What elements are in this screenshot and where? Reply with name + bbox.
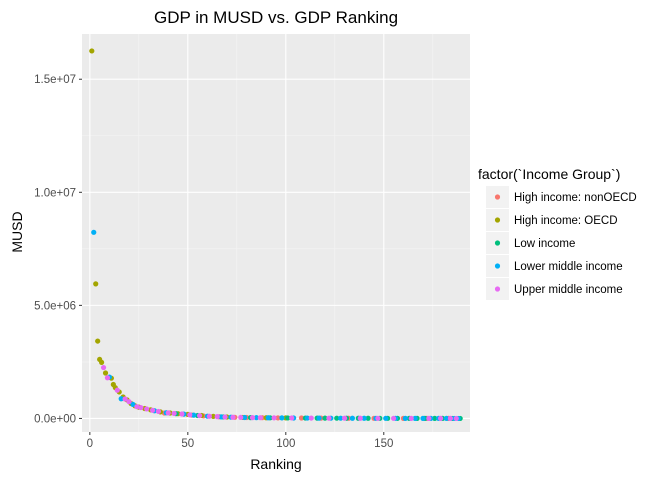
- data-point: [271, 415, 277, 421]
- legend-key-point: [494, 263, 501, 269]
- data-point: [93, 281, 99, 287]
- data-point: [218, 414, 224, 420]
- y-tick-label: 1.5e+07: [34, 74, 76, 86]
- data-point: [100, 364, 107, 371]
- data-point: [402, 415, 408, 421]
- data-point: [230, 414, 236, 420]
- y-axis: 0.0e+00 5.0e+06 1.0e+07 1.5e+07: [34, 74, 82, 425]
- data-point: [426, 415, 432, 421]
- data-point: [114, 387, 120, 393]
- legend-key-point: [494, 217, 501, 223]
- y-tick-label: 0.0e+00: [34, 413, 76, 425]
- data-point: [99, 359, 105, 365]
- data-point: [253, 415, 259, 421]
- legend-key-point: [494, 286, 501, 292]
- data-point: [257, 415, 263, 421]
- data-point: [165, 410, 171, 416]
- data-point: [412, 415, 418, 421]
- data-point: [126, 399, 132, 405]
- data-point: [214, 414, 220, 420]
- x-axis: 0 50 100 150: [87, 432, 393, 450]
- data-point: [326, 415, 332, 421]
- data-point: [187, 412, 193, 418]
- x-tick-label: 150: [374, 438, 393, 450]
- data-point: [95, 338, 101, 344]
- data-point: [249, 415, 256, 421]
- data-point: [316, 415, 322, 421]
- data-points: [89, 48, 463, 422]
- data-point: [102, 370, 109, 376]
- data-point: [206, 413, 212, 419]
- data-point: [144, 406, 150, 412]
- data-point: [210, 413, 216, 419]
- data-point: [285, 415, 291, 421]
- data-point: [89, 48, 95, 54]
- data-point: [420, 415, 426, 421]
- legend-label: Low income: [514, 238, 575, 250]
- data-point: [222, 414, 228, 420]
- data-point: [322, 415, 328, 421]
- chart-title: GDP in MUSD vs. GDP Ranking: [154, 8, 398, 27]
- grid-minor: [82, 34, 470, 432]
- legend-key-point: [494, 194, 501, 200]
- x-tick-label: 50: [181, 438, 194, 450]
- x-tick-label: 0: [87, 438, 93, 450]
- data-point: [338, 415, 344, 421]
- data-point: [179, 411, 185, 417]
- data-point: [383, 415, 389, 421]
- legend: factor(`Income Group`) High income: nonO…: [478, 166, 637, 300]
- data-point: [304, 415, 310, 421]
- data-point: [447, 415, 453, 422]
- data-point: [265, 415, 271, 421]
- data-point: [432, 415, 438, 421]
- data-point: [289, 415, 295, 421]
- data-point: [134, 404, 140, 410]
- data-point: [149, 407, 156, 413]
- data-point: [171, 410, 177, 417]
- legend-label: High income: nonOECD: [514, 192, 637, 204]
- legend-title: factor(`Income Group`): [478, 166, 620, 182]
- plot-panel: [82, 34, 470, 432]
- data-point: [308, 415, 314, 421]
- data-point: [118, 396, 124, 402]
- data-point: [196, 413, 203, 419]
- data-point: [138, 404, 144, 411]
- legend-label: Lower middle income: [514, 261, 623, 273]
- data-point: [155, 408, 162, 415]
- data-point: [361, 415, 367, 421]
- data-point: [130, 401, 136, 408]
- data-point: [334, 415, 340, 421]
- data-point: [242, 414, 248, 421]
- y-tick-label: 5.0e+06: [34, 300, 76, 312]
- grid-major: [82, 34, 470, 432]
- data-point: [390, 415, 397, 421]
- data-point: [357, 415, 363, 421]
- x-tick-label: 100: [276, 438, 295, 450]
- y-tick-label: 1.0e+07: [34, 187, 76, 199]
- data-point: [191, 412, 197, 418]
- data-point: [341, 415, 348, 421]
- data-point: [408, 415, 414, 421]
- legend-label: Upper middle income: [514, 284, 623, 296]
- data-point: [349, 415, 356, 421]
- x-axis-title: Ranking: [250, 456, 301, 472]
- data-point: [375, 415, 381, 421]
- y-axis-title: MUSD: [9, 211, 25, 252]
- data-point: [443, 415, 450, 422]
- data-point: [91, 229, 97, 235]
- data-point: [238, 414, 244, 421]
- data-point: [438, 415, 444, 421]
- legend-label: High income: OECD: [514, 215, 618, 227]
- data-point: [122, 396, 128, 402]
- data-point: [275, 415, 281, 421]
- data-point: [365, 415, 371, 421]
- legend-key-point: [494, 240, 501, 246]
- data-point: [298, 415, 305, 421]
- data-point: [453, 415, 459, 422]
- data-point: [104, 375, 111, 381]
- data-point: [279, 415, 285, 421]
- series-4: [100, 364, 459, 422]
